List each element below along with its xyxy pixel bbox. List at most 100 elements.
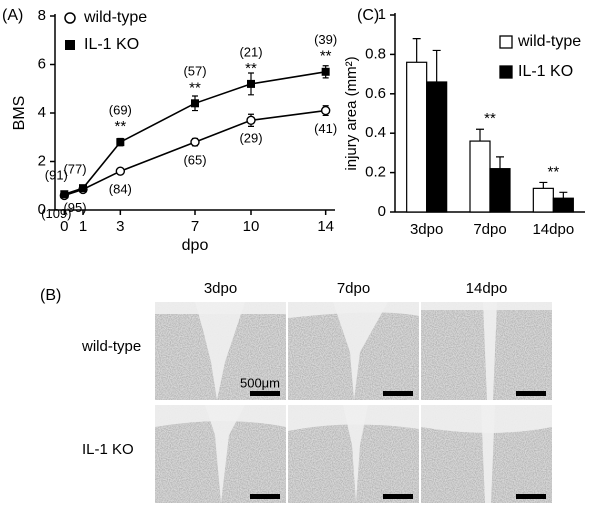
column-header: 3dpo xyxy=(204,280,237,297)
significance: ** xyxy=(189,79,201,96)
y-axis-label: BMS xyxy=(11,96,28,131)
panel-label: (C) xyxy=(357,7,379,24)
sample-size-label: (39) xyxy=(314,32,337,47)
bar xyxy=(552,197,574,213)
lesion xyxy=(333,302,388,400)
y-tick-label: 0.2 xyxy=(365,164,386,181)
sample-size-label: (91) xyxy=(45,168,68,183)
scale-bar xyxy=(516,494,546,499)
marker xyxy=(246,115,256,125)
bar xyxy=(489,168,511,213)
marker xyxy=(60,190,69,199)
lesion xyxy=(195,302,245,400)
micrograph xyxy=(421,302,552,400)
lesion xyxy=(155,405,286,427)
y-tick-label: 0 xyxy=(378,203,386,220)
y-tick-label: 1 xyxy=(378,6,386,23)
error-bar xyxy=(539,181,548,189)
marker xyxy=(247,79,255,88)
x-tick-label: 10 xyxy=(243,218,260,235)
x-tick-label: 14dpo xyxy=(532,221,574,238)
y-tick-label: 0.8 xyxy=(365,45,386,62)
scale-bar xyxy=(383,391,413,396)
significance: ** xyxy=(245,60,257,77)
y-tick-label: 6 xyxy=(38,55,46,72)
y-axis-label: injury area (mm²) xyxy=(343,56,360,170)
marker xyxy=(190,137,200,147)
lesion xyxy=(421,405,552,433)
sample-size-label: (77) xyxy=(63,162,86,177)
error-bar xyxy=(559,191,568,199)
bar xyxy=(532,187,554,213)
micrograph xyxy=(421,405,552,503)
x-tick-label: 3 xyxy=(116,218,124,235)
x-tick-label: 7 xyxy=(191,218,199,235)
legend-marker xyxy=(499,35,513,49)
marker xyxy=(116,138,125,147)
micrograph xyxy=(288,405,419,503)
row-label: wild-type xyxy=(81,338,141,355)
legend-label: IL-1 KO xyxy=(84,36,139,53)
lesion xyxy=(343,405,368,503)
lesion xyxy=(288,405,419,431)
y-tick-label: 0 xyxy=(38,201,46,218)
error-bar xyxy=(432,49,441,82)
error-bar xyxy=(476,128,484,142)
significance: ** xyxy=(547,163,559,180)
sample-size-label: (65) xyxy=(183,153,206,168)
sample-size-label: (41) xyxy=(314,121,337,136)
significance: ** xyxy=(484,110,496,127)
scale-bar-label: 500μm xyxy=(240,375,280,390)
x-tick-label: 14 xyxy=(317,218,334,235)
y-tick-label: 0.4 xyxy=(365,124,386,141)
bar xyxy=(406,61,428,213)
x-tick-label: 7dpo xyxy=(473,221,506,238)
lesion xyxy=(421,302,552,310)
sample-size-label: (95) xyxy=(63,200,86,215)
scale-bar xyxy=(250,391,280,396)
sample-size-label: (84) xyxy=(109,182,132,197)
scale-bar xyxy=(516,391,546,396)
x-tick-label: 3dpo xyxy=(410,221,443,238)
column-header: 7dpo xyxy=(337,280,370,297)
lesion xyxy=(205,405,245,503)
lesion xyxy=(288,302,419,318)
y-tick-label: 4 xyxy=(38,104,46,121)
scale-bar xyxy=(250,494,280,499)
x-axis-label: dpo xyxy=(182,237,209,254)
legend-marker xyxy=(65,40,75,50)
y-tick-label: 2 xyxy=(38,152,46,169)
lesion xyxy=(483,302,497,400)
marker xyxy=(79,184,87,193)
significance: ** xyxy=(320,48,332,65)
x-tick-label: 0 xyxy=(60,218,68,235)
marker xyxy=(320,105,331,116)
sample-size-label: (29) xyxy=(239,131,262,146)
row-label: IL-1 KO xyxy=(82,441,134,458)
sample-size-label: (21) xyxy=(239,44,262,59)
bar xyxy=(426,81,448,213)
micrograph xyxy=(155,405,286,503)
y-tick-label: 8 xyxy=(38,7,46,24)
error-bar xyxy=(496,156,504,169)
legend-marker xyxy=(499,65,513,79)
legend-label: wild-type xyxy=(517,33,581,50)
marker xyxy=(115,166,126,176)
legend-marker xyxy=(64,12,76,24)
column-header: 14dpo xyxy=(466,280,508,297)
sample-size-label: (69) xyxy=(109,103,132,118)
legend-label: IL-1 KO xyxy=(518,63,573,80)
micrograph xyxy=(288,302,419,400)
sample-size-label: (57) xyxy=(183,64,206,79)
panel-label: (B) xyxy=(40,287,61,304)
legend-label: wild-type xyxy=(83,9,147,26)
y-tick-label: 0.6 xyxy=(365,85,386,102)
panel-label: (A) xyxy=(2,7,23,24)
bar xyxy=(469,140,491,213)
sample-size-label: (109) xyxy=(41,206,71,221)
x-tick-label: 1 xyxy=(79,218,87,235)
marker xyxy=(321,67,330,76)
marker xyxy=(191,99,199,108)
scale-bar xyxy=(383,494,413,499)
